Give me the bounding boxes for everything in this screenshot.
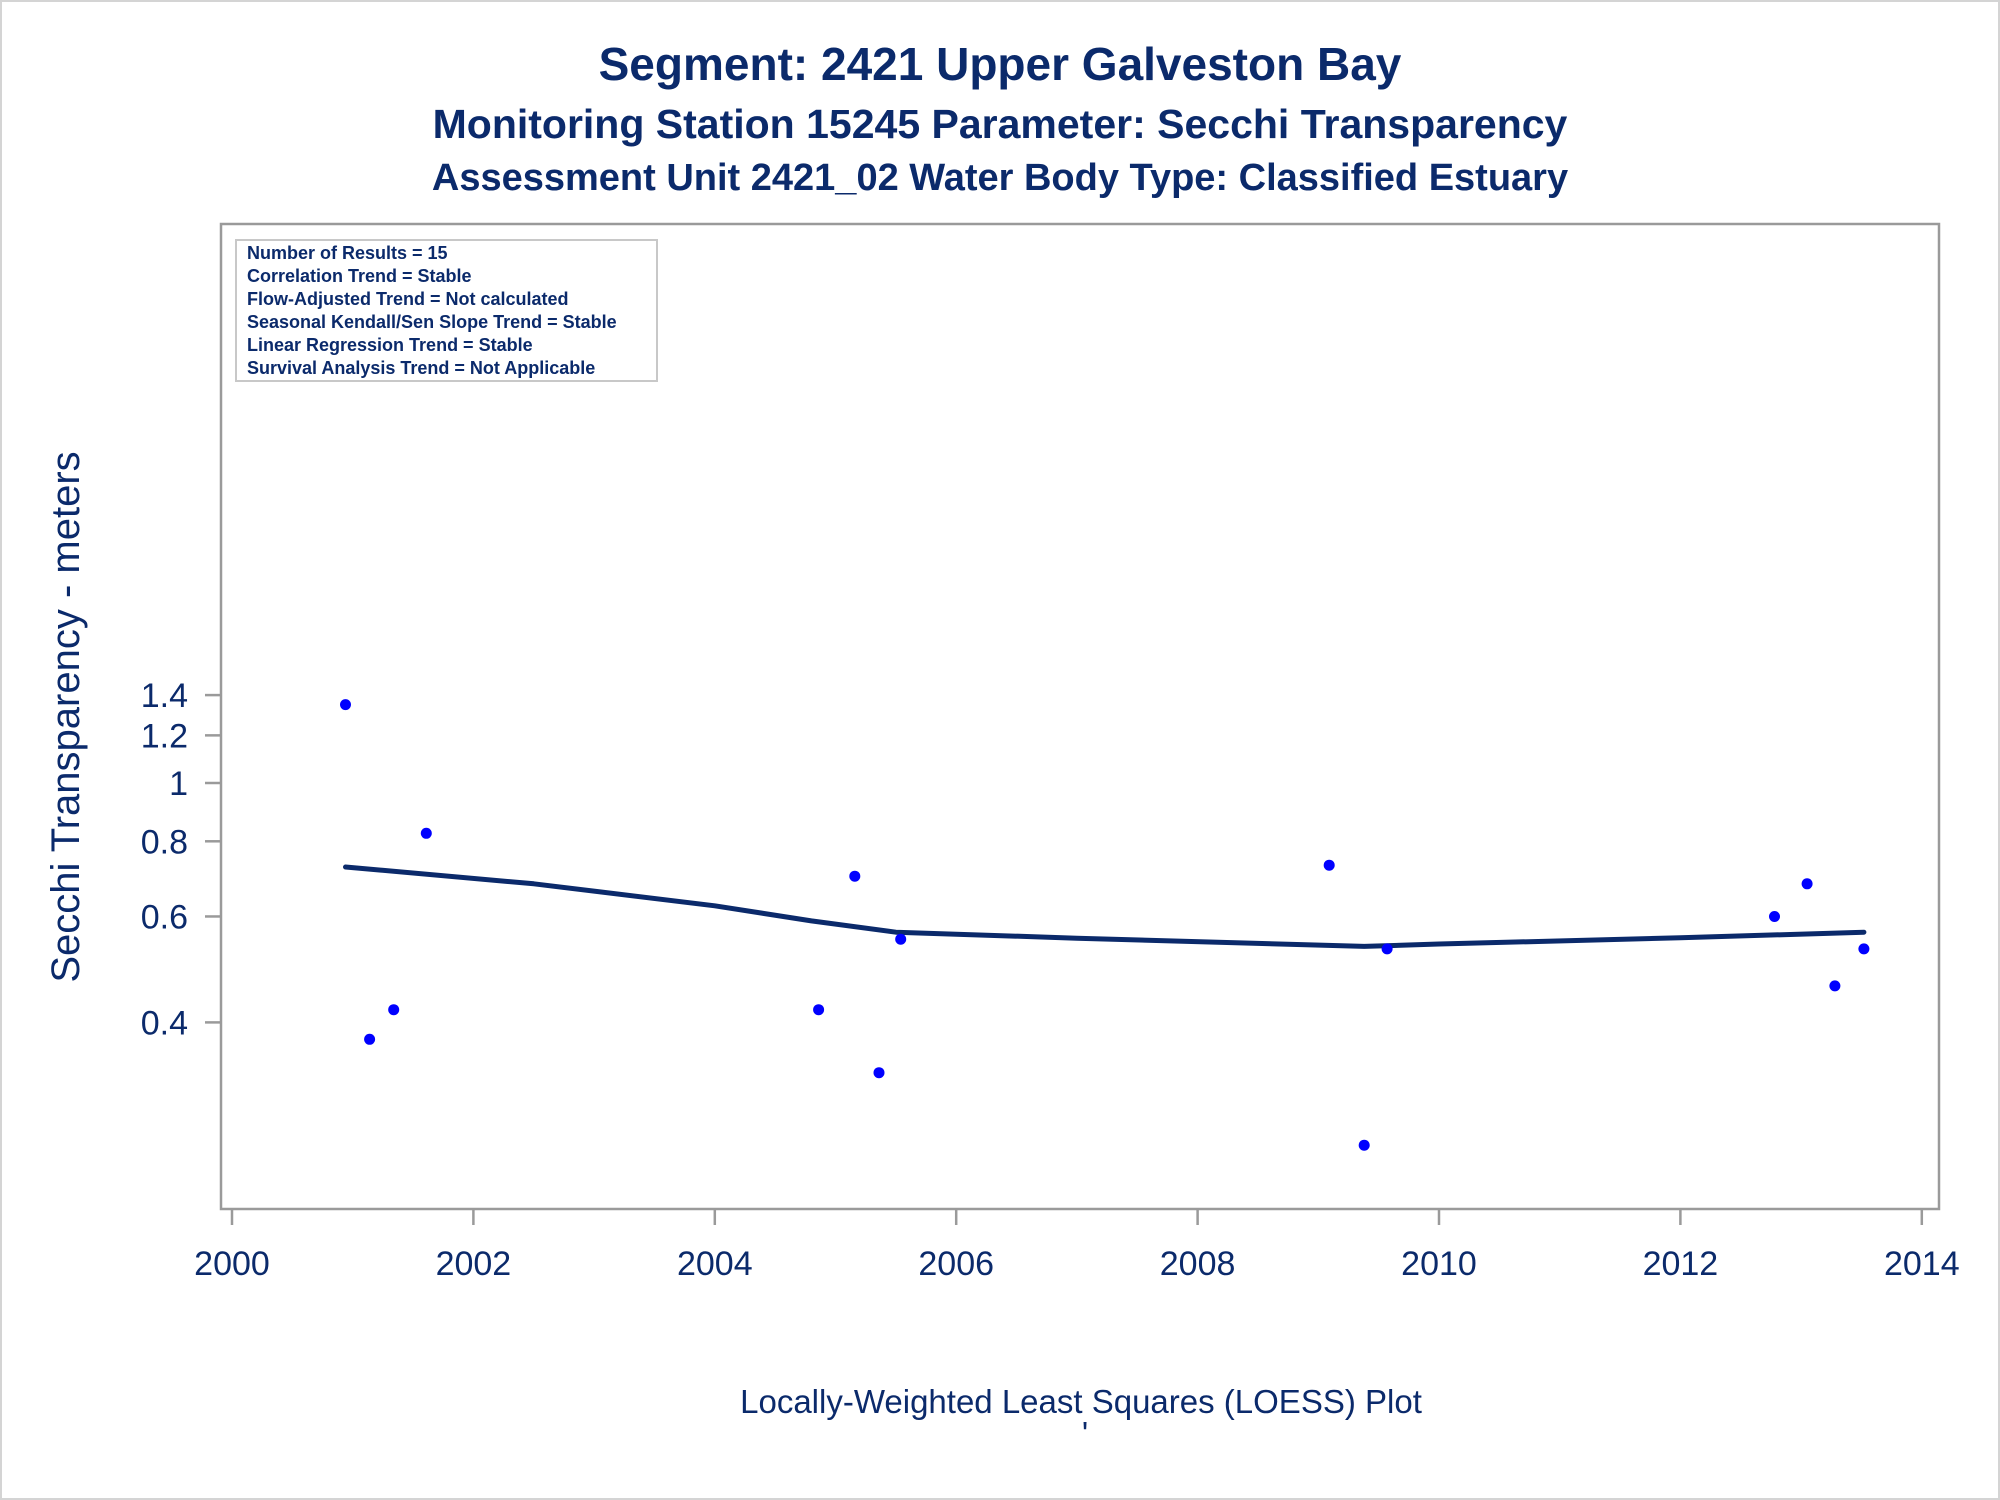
x-tick-label: 2012 xyxy=(1643,1245,1719,1283)
data-point xyxy=(1829,980,1841,992)
data-point xyxy=(364,1033,376,1045)
info-line-seasonal-kendall: Seasonal Kendall/Sen Slope Trend = Stabl… xyxy=(247,312,617,332)
footnote-mark: ' xyxy=(1082,1415,1088,1452)
data-point xyxy=(1358,1139,1370,1151)
data-point xyxy=(1381,943,1393,955)
data-point xyxy=(340,699,351,711)
info-line-survival: Survival Analysis Trend = Not Applicable xyxy=(247,358,595,378)
data-point xyxy=(813,1004,825,1016)
data-points-layer xyxy=(340,699,1870,1151)
data-point xyxy=(420,827,432,839)
y-tick-label: 1.2 xyxy=(141,717,188,755)
x-tick-label: 2004 xyxy=(677,1245,753,1283)
data-point xyxy=(895,933,907,945)
x-tick-label: 2014 xyxy=(1884,1245,1960,1283)
x-tick-label: 2002 xyxy=(436,1245,512,1283)
x-tick-label: 2000 xyxy=(194,1245,270,1283)
data-point xyxy=(1858,943,1870,955)
data-point xyxy=(388,1004,400,1016)
y-tick-label: 0.8 xyxy=(141,823,188,861)
y-tick-label: 1.4 xyxy=(141,677,188,715)
info-line-linear-regression: Linear Regression Trend = Stable xyxy=(247,335,533,355)
x-tick-label: 2008 xyxy=(1160,1245,1236,1283)
chart-subtitle-station: Monitoring Station 15245 Parameter: Secc… xyxy=(433,101,1568,147)
data-point xyxy=(1323,859,1335,871)
y-axis-title: Secchi Transparency - meters xyxy=(44,451,88,982)
info-line-correlation: Correlation Trend = Stable xyxy=(247,266,472,286)
x-tick-label: 2010 xyxy=(1401,1245,1477,1283)
footnote-text: Locally-Weighted Least Squares (LOESS) P… xyxy=(740,1383,1422,1420)
y-axis: 0.4 0.6 0.8 1 1.21.4 xyxy=(141,677,221,1042)
x-axis: 2000 2002 2004 2006 2008 2010 2012 2014 xyxy=(194,1209,1960,1283)
loess-line-layer xyxy=(343,864,1867,949)
data-point xyxy=(873,1067,885,1079)
chart-title: Segment: 2421 Upper Galveston Bay xyxy=(599,38,1402,90)
y-tick-label: 0.6 xyxy=(141,898,188,936)
loess-line xyxy=(343,864,1867,949)
data-point xyxy=(849,870,861,882)
info-line-flow-adjusted: Flow-Adjusted Trend = Not calculated xyxy=(247,289,569,309)
chart-subtitle-assessment: Assessment Unit 2421_02 Water Body Type:… xyxy=(432,157,1568,199)
x-tick-label: 2006 xyxy=(918,1245,994,1283)
data-point xyxy=(1769,911,1780,922)
info-box xyxy=(235,239,658,382)
plot-area xyxy=(219,222,1941,1211)
y-tick-label: 0.4 xyxy=(141,1004,188,1042)
data-point xyxy=(1801,878,1813,890)
info-line-results: Number of Results = 15 xyxy=(247,243,448,263)
y-tick-label: 1 xyxy=(169,765,188,803)
